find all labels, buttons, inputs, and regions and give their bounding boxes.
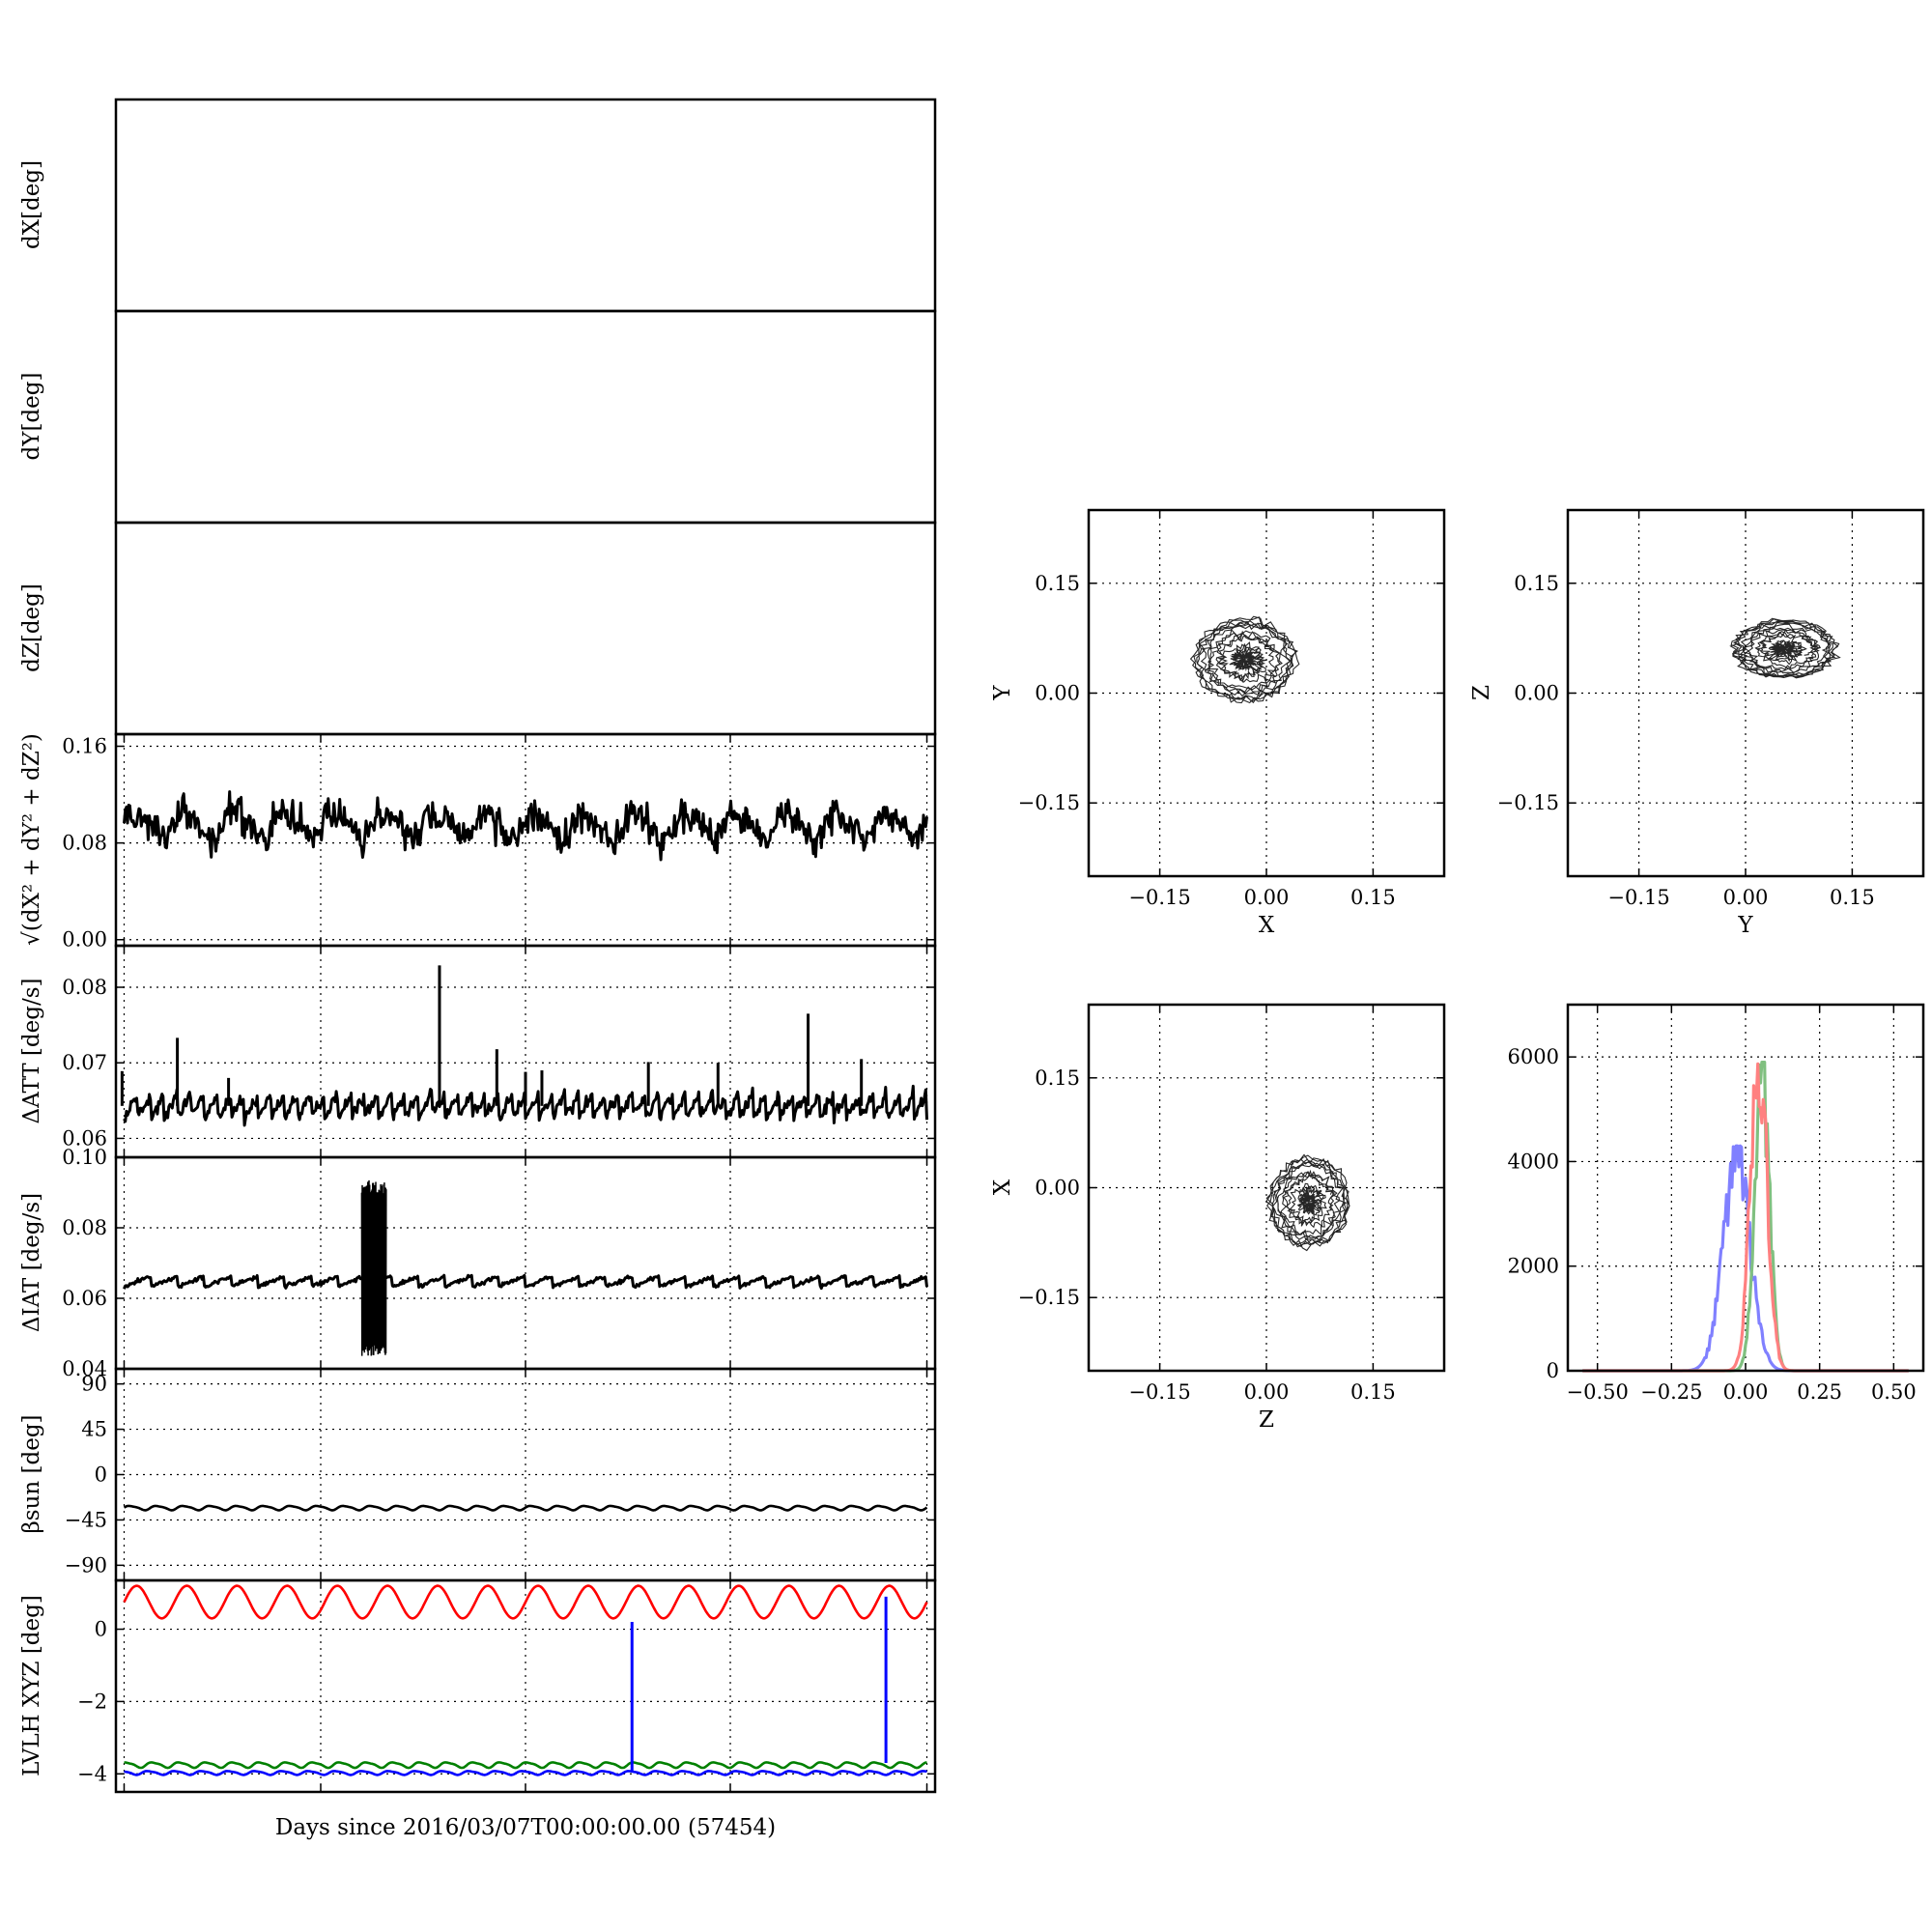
x-axis-label: Z	[1259, 1407, 1274, 1433]
panel-lvlh: −4 −2 0 LVLH XYZ [deg]	[19, 1578, 937, 1794]
x-tick-label: 0.15	[1830, 886, 1875, 909]
panel-xy: −0.15 0.00 0.15 −0.15 0.00 0.15 X Y	[990, 508, 1446, 938]
y-axis-label: dY[deg]	[19, 373, 44, 461]
y-tick-label: −0.15	[1018, 1286, 1080, 1309]
y-tick-label: 0.15	[1514, 572, 1559, 595]
panel-frame	[114, 944, 937, 1159]
series-line	[123, 1084, 928, 1127]
y-tick-label: −4	[77, 1762, 107, 1785]
y-tick-label: 0.06	[62, 1126, 107, 1150]
x-tick-label: 0.15	[1350, 1380, 1396, 1404]
y-tick-label: −90	[65, 1553, 107, 1577]
panel-dx: dX[deg]	[19, 98, 937, 313]
y-tick-label: 0.08	[62, 832, 107, 855]
trajectory-line	[1729, 617, 1841, 679]
y-tick-label: 0.06	[62, 1287, 107, 1310]
trajectory-line	[1189, 615, 1300, 704]
panel-dz: dZ[deg]	[19, 521, 937, 736]
y-tick-label: 90	[81, 1373, 107, 1396]
y-tick-label: −0.15	[1497, 791, 1559, 814]
y-tick-label: 0.15	[1035, 1066, 1080, 1090]
x-tick-label: 0.00	[1723, 1380, 1769, 1404]
x-tick-label: −0.15	[1607, 886, 1669, 909]
y-tick-label: 0.16	[62, 735, 107, 758]
y-tick-label: 0	[95, 1463, 107, 1487]
series-line	[124, 1761, 927, 1770]
y-axis-label: βsun [deg]	[19, 1414, 44, 1533]
x-axis-label: Days since 2016/03/07T00:00:00.00 (57454…	[275, 1815, 776, 1840]
y-tick-label: 4000	[1508, 1150, 1559, 1173]
series-line	[123, 1504, 928, 1512]
y-axis-label: LVLH XYZ [deg]	[19, 1595, 44, 1776]
panel-frame	[114, 521, 937, 736]
y-axis-label: √(dX² + dY² + dZ²)	[19, 733, 44, 946]
y-axis-label: ΔATT [deg/s]	[19, 979, 44, 1124]
y-tick-label: 0.00	[1514, 682, 1559, 705]
y-tick-label: 0.08	[62, 976, 107, 999]
y-tick-label: 0.04	[62, 1357, 107, 1380]
panel-datt: 0.06 0.07 0.08 ΔATT [deg/s]	[19, 944, 937, 1159]
x-axis-label: Y	[1737, 913, 1753, 938]
x-tick-label: −0.15	[1128, 1380, 1190, 1404]
y-tick-label: 0.07	[62, 1051, 107, 1074]
x-tick-label: 0.00	[1244, 886, 1290, 909]
panel-beta: −90 −45 0 45 90 βsun [deg]	[19, 1367, 937, 1582]
x-tick-label: 0.15	[1350, 886, 1396, 909]
panel-norm: 0.00 0.08 0.16 √(dX² + dY² + dZ²)	[19, 732, 937, 952]
y-axis-label: dZ[deg]	[19, 583, 44, 672]
y-tick-label: 0.00	[1035, 1177, 1080, 1200]
x-axis-label: X	[1259, 913, 1275, 938]
y-tick-label: 2000	[1508, 1255, 1559, 1278]
panel-frame	[114, 309, 937, 525]
trajectory-line	[1265, 1153, 1350, 1252]
histogram-line	[1582, 1062, 1909, 1373]
y-axis-label: Z	[1469, 685, 1494, 700]
y-tick-label: 0.00	[1035, 682, 1080, 705]
panel-frame	[114, 98, 937, 313]
y-axis-label: ΔIAT [deg/s]	[19, 1193, 44, 1332]
series-line	[123, 790, 928, 862]
panel-hist: −0.50 −0.25 0.00 0.25 0.50 0 2000 4000 6000	[1508, 1003, 1925, 1404]
y-tick-label: 0.08	[62, 1216, 107, 1239]
x-tick-label: 0.25	[1797, 1380, 1842, 1404]
x-tick-label: 0.50	[1871, 1380, 1917, 1404]
y-axis-label: dX[deg]	[19, 160, 44, 249]
panel-dy: dY[deg]	[19, 309, 937, 525]
y-tick-label: 0.00	[62, 928, 107, 952]
histogram-line	[1582, 1061, 1909, 1373]
y-tick-label: −0.15	[1018, 791, 1080, 814]
y-tick-label: 0	[95, 1618, 107, 1641]
y-tick-label: 0	[1547, 1359, 1559, 1382]
panel-zx: −0.15 0.00 0.15 −0.15 0.00 0.15 Z X	[990, 1003, 1446, 1433]
x-tick-label: −0.25	[1640, 1380, 1702, 1404]
series-line	[124, 1770, 927, 1776]
x-tick-label: −0.15	[1128, 886, 1190, 909]
y-tick-label: −45	[65, 1508, 107, 1531]
x-tick-label: 0.00	[1723, 886, 1769, 909]
panel-diat: 0.04 0.06 0.08 0.10 ΔIAT [deg/s]	[19, 1146, 937, 1380]
x-tick-label: 0.00	[1244, 1380, 1290, 1404]
panel-frame	[114, 1578, 937, 1794]
y-tick-label: 6000	[1508, 1045, 1559, 1068]
y-tick-label: 45	[81, 1418, 107, 1441]
y-tick-label: 0.15	[1035, 572, 1080, 595]
panel-frame	[114, 1155, 937, 1371]
burst-line	[360, 1179, 387, 1356]
series-line	[123, 1584, 928, 1620]
x-tick-label: −0.50	[1566, 1380, 1628, 1404]
y-tick-label: −2	[77, 1690, 107, 1713]
panel-yz: −0.15 0.00 0.15 −0.15 0.00 0.15 Y Z	[1469, 508, 1925, 938]
y-axis-label: Y	[990, 685, 1015, 701]
y-axis-label: X	[990, 1179, 1015, 1195]
y-tick-label: 0.10	[62, 1146, 107, 1169]
series-line	[123, 1273, 928, 1291]
